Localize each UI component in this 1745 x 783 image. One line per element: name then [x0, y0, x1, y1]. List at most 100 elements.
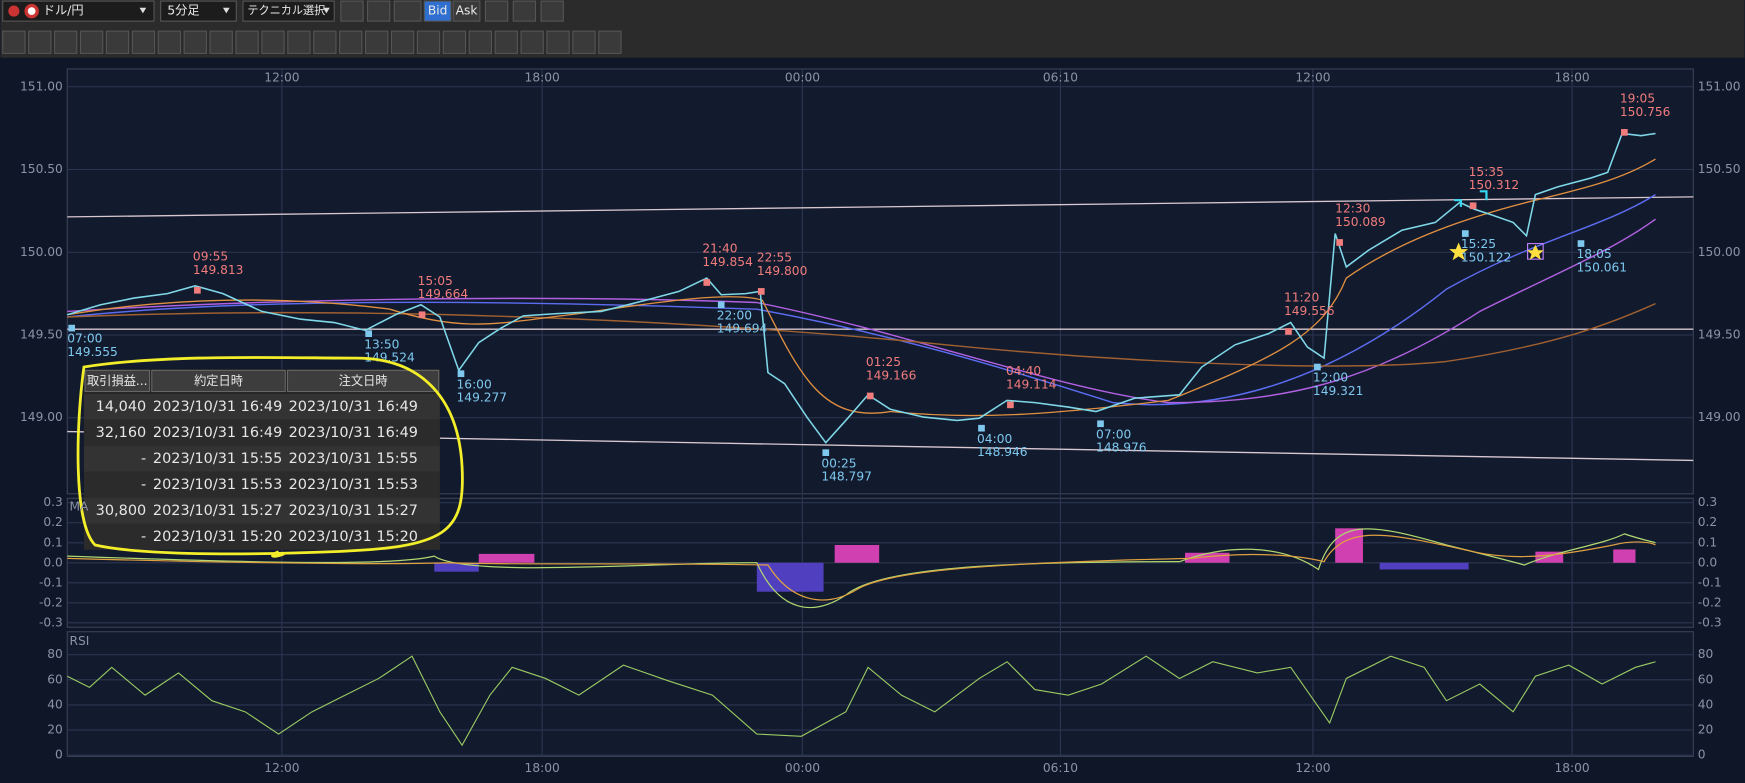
date-cell: 2023/10/31 15:55 [289, 451, 418, 467]
macd-tick-label: -0.1 [39, 575, 63, 589]
annotation-time: 22:00 [717, 308, 752, 322]
rsi-pane [66, 631, 1694, 757]
row-bg [83, 523, 440, 550]
time-label: 12:00 [264, 70, 299, 84]
extreme-marker [717, 301, 725, 309]
tool-button[interactable] [235, 30, 259, 54]
annotation-time: 09:55 [193, 249, 228, 263]
rsi-tick-label: 40 [1698, 697, 1714, 711]
tool-button[interactable] [261, 30, 285, 54]
macd-tick-label: 0.0 [1698, 555, 1717, 569]
annotation-time: 13:50 [364, 337, 399, 351]
extreme-marker [978, 424, 985, 432]
date-cell: 2023/10/31 16:49 [289, 425, 418, 441]
extreme-marker [1621, 129, 1628, 136]
tool-button[interactable] [494, 30, 518, 54]
pl-cell: - [141, 477, 146, 493]
annotation-time: 12:00 [1313, 371, 1348, 385]
tool-button[interactable] [28, 30, 52, 54]
tool-button[interactable] [105, 30, 130, 54]
price-line [67, 132, 1656, 444]
macd-tick-label: 0.2 [43, 515, 62, 529]
tool-button[interactable] [183, 30, 207, 54]
date-cell: 2023/10/31 16:49 [153, 425, 282, 441]
extreme-marker [457, 370, 465, 378]
highlight-circle [76, 356, 464, 556]
annotation-price: 149.166 [866, 368, 917, 382]
extreme-marker [365, 330, 373, 338]
price-tick-label: 149.00 [1698, 410, 1741, 424]
tool-button[interactable] [313, 30, 337, 54]
tool-button[interactable] [54, 30, 78, 54]
pair-select[interactable] [2, 0, 155, 22]
annotations: 09:55149.81307:00149.55515:05149.66413:5… [67, 91, 1670, 483]
pl-cell: 32,160 [96, 425, 147, 441]
technical-select[interactable] [242, 0, 335, 22]
tool-button[interactable] [364, 30, 389, 54]
time-label: 12:00 [1295, 761, 1330, 775]
flag-icon [24, 3, 39, 19]
zoom-in-button[interactable] [540, 0, 564, 22]
tool-button[interactable] [546, 30, 570, 54]
flag-icon [8, 5, 20, 17]
row-bg [83, 445, 440, 472]
tool-button[interactable] [598, 30, 622, 54]
tool-button[interactable] [339, 30, 363, 54]
dropdown-arrow [222, 7, 230, 14]
annotation-price: 149.854 [702, 255, 753, 269]
tool-button[interactable] [442, 30, 467, 54]
time-label: 12:00 [264, 761, 299, 775]
extreme-marker [757, 288, 765, 295]
annotation-time: 21:40 [702, 242, 737, 256]
tool-button[interactable] [157, 30, 182, 54]
trade-star [1527, 244, 1544, 260]
tool-button[interactable] [79, 30, 104, 54]
tool-button[interactable] [131, 30, 156, 54]
ask-button[interactable] [452, 0, 481, 22]
annotation-time: 15:35 [1469, 165, 1504, 179]
mode-button[interactable] [484, 0, 509, 22]
highlight-stroke [271, 550, 285, 558]
macd-tick-label: 0.2 [1698, 515, 1717, 529]
annotation-price: 149.555 [67, 345, 118, 359]
header-text: 約定日時 [194, 373, 243, 388]
tool-button[interactable] [416, 30, 441, 54]
date-cell: 2023/10/31 15:20 [153, 529, 282, 545]
row-bg [83, 497, 440, 524]
annotation-time: 12:30 [1335, 202, 1370, 216]
info-button[interactable] [366, 0, 391, 22]
tool-button[interactable] [572, 30, 596, 54]
tool-button[interactable] [287, 30, 311, 54]
tool-button[interactable] [520, 30, 544, 54]
annotation-price: 149.277 [457, 391, 508, 405]
annotation-price: 149.694 [717, 322, 768, 336]
macd-histogram [478, 528, 1636, 563]
pen-button[interactable] [340, 0, 364, 22]
tool-button[interactable] [209, 30, 233, 54]
bid-button[interactable] [423, 0, 452, 22]
rsi-tick-label: 60 [47, 672, 63, 686]
pl-cell: - [141, 529, 146, 545]
annotation-time: 22:55 [757, 251, 792, 265]
chart-style-button[interactable] [393, 0, 422, 22]
rsi-tick-label: 0 [1698, 748, 1706, 762]
zoom-out-button[interactable] [512, 0, 537, 22]
rsi-tick-label: 80 [1698, 647, 1714, 661]
rsi-tick-label: 20 [47, 723, 63, 737]
annotation-time: 07:00 [67, 332, 102, 346]
dropdown-arrow [323, 7, 330, 14]
time-label: 06:10 [1043, 70, 1078, 84]
price-tick-label: 149.00 [20, 410, 63, 424]
rsi-line [67, 655, 1656, 747]
tool-button[interactable] [2, 30, 26, 54]
order-marker [1454, 190, 1488, 207]
price-tick-label: 151.00 [20, 79, 63, 93]
dropdown-arrow [139, 7, 147, 14]
trade-star [1449, 242, 1469, 261]
date-cell: 2023/10/31 16:49 [153, 399, 282, 415]
tool-button[interactable] [390, 30, 415, 54]
price-tick-label: 151.00 [1698, 79, 1741, 93]
timeframe-select[interactable] [160, 0, 237, 22]
tool-button[interactable] [468, 30, 493, 54]
extreme-marker [418, 311, 426, 319]
